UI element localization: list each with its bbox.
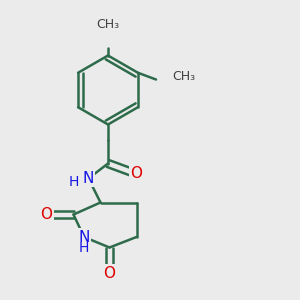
Text: O: O: [40, 207, 52, 222]
Text: O: O: [130, 167, 142, 182]
Text: O: O: [103, 266, 116, 280]
Text: H: H: [79, 242, 89, 255]
Text: N: N: [83, 171, 94, 186]
Text: N: N: [78, 230, 90, 244]
Text: CH₃: CH₃: [96, 19, 120, 32]
Text: CH₃: CH₃: [172, 70, 196, 83]
Text: H: H: [69, 175, 79, 189]
